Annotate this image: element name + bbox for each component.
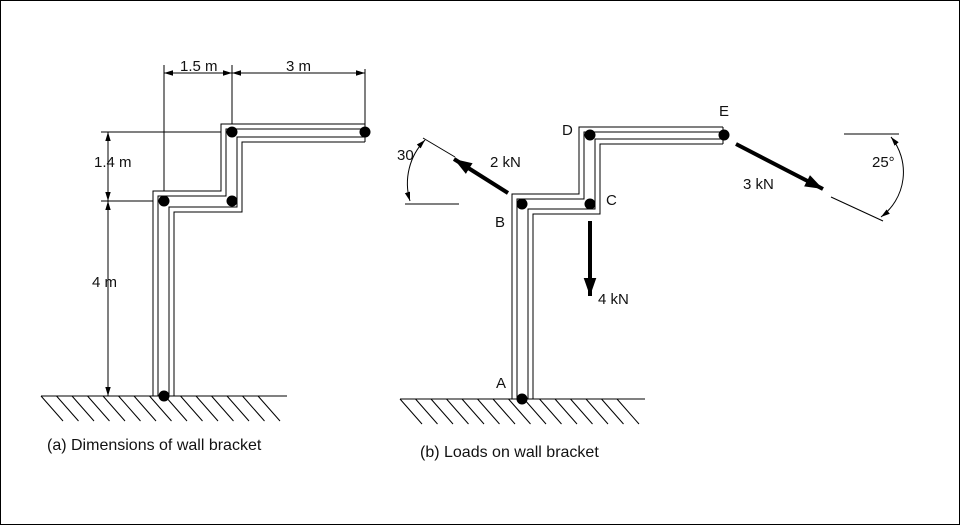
ground-hatch-line <box>149 395 172 422</box>
ground-hatch-line <box>164 395 188 422</box>
caption-b: (b) Loads on wall bracket <box>420 444 599 461</box>
figure-a: 1.5 m 3 m 1.4 m 4 m (a) Dimensions of wa… <box>40 58 371 454</box>
dimension-label-1-5m: 1.5 m <box>180 58 218 75</box>
bracket-a <box>152 123 366 396</box>
ground-hatch-line <box>477 398 500 425</box>
ground-hatch-line <box>415 398 438 425</box>
angle-marker-b <box>404 137 459 205</box>
dimension-label-3m: 3 m <box>286 58 311 75</box>
joints-b <box>516 129 730 405</box>
force-arrow-b <box>452 157 510 195</box>
force-label-3kn: 3 kN <box>743 176 774 193</box>
ground-hatch-line <box>570 398 593 425</box>
ground-hatch-line <box>242 395 265 422</box>
angle-label-25: 25° <box>872 154 895 171</box>
ground-hatch-line <box>40 395 64 422</box>
ground-hatch-line <box>616 398 640 425</box>
point-label-e: E <box>719 103 729 120</box>
ground-hatch-line <box>257 395 281 422</box>
ground-hatch-line <box>180 395 203 422</box>
ground-hatch-line <box>195 395 219 422</box>
dimension-lines-a <box>101 65 366 396</box>
ground-a <box>40 395 287 422</box>
ground-hatch-line <box>492 398 516 425</box>
ground-hatch-line <box>87 395 110 422</box>
ground-hatch-line <box>461 398 485 425</box>
ground-hatch-line <box>523 398 547 425</box>
angle-marker-e <box>830 133 904 222</box>
dimension-label-1-4m: 1.4 m <box>94 154 132 171</box>
ground-hatch-line <box>585 398 609 425</box>
point-label-a: A <box>496 375 506 392</box>
ground-hatch-line <box>508 398 531 425</box>
ground-hatch-line <box>226 395 250 422</box>
ground-hatch-line <box>71 395 95 422</box>
ground-hatch-line <box>539 398 562 425</box>
point-label-c: C <box>606 192 617 209</box>
ground-hatch-line <box>118 395 141 422</box>
force-arrow-e <box>735 142 824 191</box>
ground-hatch-line <box>446 398 469 425</box>
dimension-label-4m: 4 m <box>92 274 117 291</box>
force-label-2kn: 2 kN <box>490 154 521 171</box>
ground-hatch-line <box>430 398 454 425</box>
point-label-b: B <box>495 214 505 231</box>
ground-hatch-line <box>56 395 79 422</box>
angle-label-30: 30 <box>397 147 414 164</box>
joints-a <box>158 126 371 402</box>
ground-hatch-line <box>399 398 423 425</box>
ground-hatch-line <box>102 395 126 422</box>
ground-hatch-line <box>554 398 578 425</box>
force-label-4kn: 4 kN <box>598 291 629 308</box>
bracket-b <box>511 126 724 399</box>
caption-a: (a) Dimensions of wall bracket <box>47 437 262 454</box>
point-label-d: D <box>562 122 573 139</box>
figure-b: A B C D E 2 kN 30 4 kN 3 kN 25° <box>397 103 904 461</box>
ground-hatch-line <box>211 395 234 422</box>
ground-hatch-line <box>133 395 157 422</box>
ground-hatch-line <box>601 398 624 425</box>
